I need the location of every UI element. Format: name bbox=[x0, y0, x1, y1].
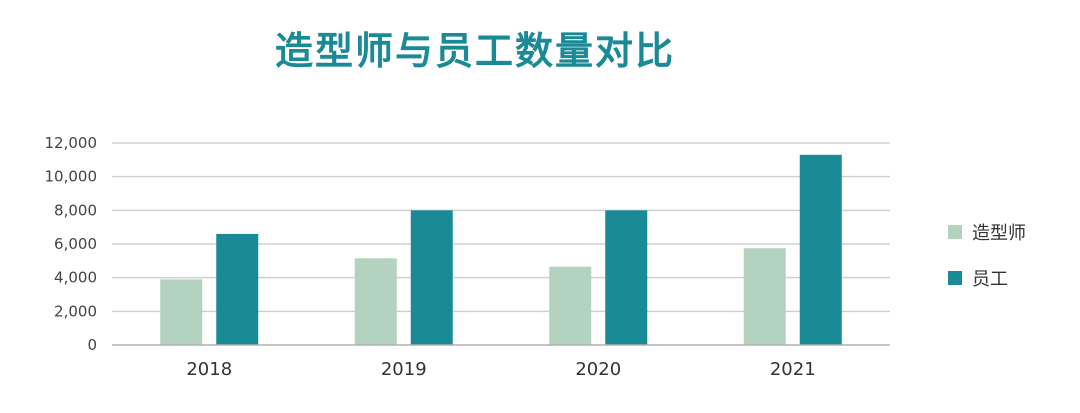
bar-series-0-2020 bbox=[549, 266, 592, 345]
legend-label-series-0: 造型师 bbox=[972, 223, 1026, 244]
bar-series-1-2019 bbox=[410, 210, 453, 345]
bar-series-0-2018 bbox=[160, 279, 203, 345]
bars bbox=[160, 154, 842, 345]
legend-swatch-series-0 bbox=[948, 225, 962, 239]
y-tick-label: 2,000 bbox=[54, 302, 97, 320]
bar-series-1-2021 bbox=[799, 154, 842, 345]
x-tick-label: 2021 bbox=[770, 359, 816, 380]
y-axis-tick-labels: 0 2,000 4,000 6,000 8,000 10,000 12,000 bbox=[45, 134, 98, 354]
legend: 造型师 员工 bbox=[948, 218, 1026, 310]
x-axis-tick-labels: 2018 2019 2020 2021 bbox=[186, 359, 815, 380]
x-tick-label: 2019 bbox=[381, 359, 427, 380]
y-tick-label: 10,000 bbox=[45, 168, 98, 186]
chart-title: 造型师与员工数量对比 bbox=[274, 28, 675, 73]
bar-series-1-2020 bbox=[605, 210, 648, 345]
x-tick-label: 2018 bbox=[186, 359, 232, 380]
bar-series-0-2019 bbox=[354, 258, 397, 345]
bar-series-0-2021 bbox=[743, 248, 786, 345]
y-tick-label: 0 bbox=[87, 336, 97, 354]
legend-label-series-1: 员工 bbox=[972, 269, 1008, 290]
legend-item-series-0: 造型师 bbox=[948, 218, 1026, 246]
y-tick-label: 6,000 bbox=[54, 235, 97, 253]
y-tick-label: 8,000 bbox=[54, 201, 97, 219]
x-tick-label: 2020 bbox=[575, 359, 621, 380]
y-tick-label: 12,000 bbox=[45, 134, 98, 152]
legend-item-series-1: 员工 bbox=[948, 264, 1026, 292]
legend-swatch-series-1 bbox=[948, 271, 962, 285]
bar-series-1-2018 bbox=[216, 233, 259, 345]
y-tick-label: 4,000 bbox=[54, 269, 97, 287]
